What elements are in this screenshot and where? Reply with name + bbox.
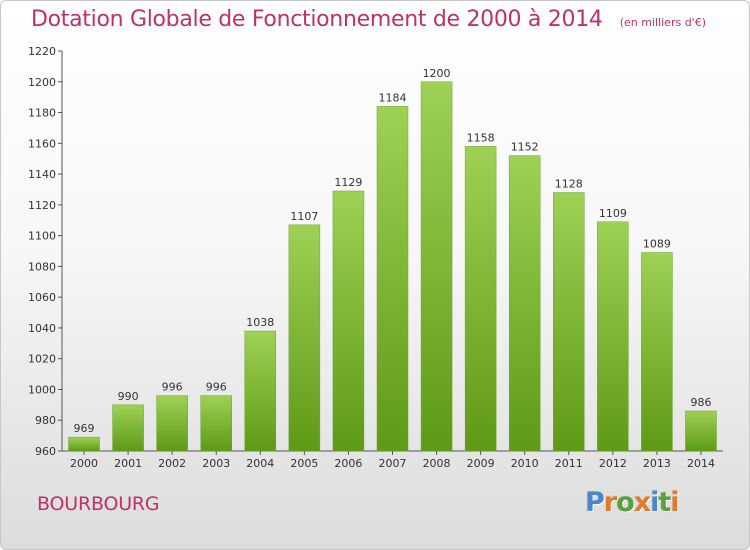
y-tick-label: 960 (35, 445, 56, 458)
y-tick-label: 1220 (28, 45, 56, 58)
y-tick-label: 1040 (28, 322, 56, 335)
x-tick-label: 2004 (246, 457, 274, 470)
x-tick-label: 2007 (379, 457, 407, 470)
logo-letter: o (616, 487, 635, 518)
x-tick-label: 2010 (511, 457, 539, 470)
logo-letter: t (658, 487, 671, 518)
chart-labels: 969 2000 990 2001 996 2002 996 2003 1038 2004 1107… (70, 67, 715, 470)
value-label: 969 (74, 422, 95, 435)
bar-2013 (641, 252, 673, 452)
x-tick-label: 2012 (599, 457, 627, 470)
y-tick-label: 1180 (28, 107, 56, 120)
logo-letter: i (650, 487, 659, 518)
logo-letter: i (670, 487, 679, 518)
value-label: 990 (118, 390, 139, 403)
value-label: 986 (690, 396, 711, 409)
chart-subtitle: (en milliers d'€) (619, 16, 706, 29)
chart-bars (68, 81, 717, 452)
bar-2007 (376, 106, 409, 452)
bar-2011 (553, 192, 585, 452)
bar-2012 (597, 221, 629, 452)
value-label: 1152 (511, 141, 539, 154)
x-tick-label: 2009 (467, 457, 495, 470)
value-label: 1089 (643, 238, 671, 251)
bar-2005 (288, 224, 321, 452)
value-label: 1109 (599, 207, 627, 220)
y-tick-label: 1140 (28, 168, 56, 181)
value-label: 1107 (290, 210, 318, 223)
y-tick-label: 1100 (28, 230, 56, 243)
bar-2010 (508, 155, 541, 452)
value-label: 1200 (423, 67, 451, 80)
y-tick-label: 1000 (28, 383, 56, 396)
bar-2001 (112, 404, 144, 452)
x-tick-label: 2005 (290, 457, 318, 470)
bar-2014 (685, 410, 717, 452)
value-label: 1038 (246, 316, 274, 329)
value-label: 996 (162, 381, 183, 394)
x-tick-label: 2001 (114, 457, 142, 470)
proxiti-logo[interactable]: Proxiti (585, 487, 680, 518)
x-tick-label: 2011 (555, 457, 583, 470)
chart-title: Dotation Globale de Fonctionnement de 20… (31, 7, 603, 32)
x-tick-label: 2013 (643, 457, 671, 470)
value-label: 996 (206, 381, 227, 394)
chart-header: Dotation Globale de Fonctionnement de 20… (31, 7, 706, 32)
chart-axes: 960 980 1000 1020 1040 1060 1080 1100 1120 1140 11… (28, 45, 723, 458)
x-tick-label: 2014 (687, 457, 715, 470)
logo-letter: r (603, 487, 617, 518)
value-label: 1184 (379, 91, 407, 104)
bar-2003 (200, 395, 232, 452)
x-tick-label: 2006 (334, 457, 362, 470)
y-tick-label: 1160 (28, 137, 56, 150)
bar-2004 (244, 330, 277, 452)
y-tick-label: 980 (35, 414, 56, 427)
value-label: 1129 (334, 176, 362, 189)
x-tick-label: 2003 (202, 457, 230, 470)
y-tick-label: 1060 (28, 291, 56, 304)
value-label: 1158 (467, 131, 495, 144)
y-tick-label: 1020 (28, 353, 56, 366)
bar-2009 (464, 146, 497, 452)
bar-2008 (420, 81, 453, 452)
bar-2000 (68, 436, 100, 452)
bar-2006 (332, 190, 365, 452)
bar-2002 (156, 395, 188, 452)
commune-name: BOURBOURG (37, 493, 160, 515)
logo-letter: x (633, 487, 651, 518)
x-tick-label: 2008 (423, 457, 451, 470)
value-label: 1128 (555, 178, 583, 191)
x-tick-label: 2000 (70, 457, 98, 470)
y-tick-label: 1120 (28, 199, 56, 212)
x-tick-label: 2002 (158, 457, 186, 470)
y-tick-label: 1200 (28, 76, 56, 89)
y-tick-label: 1080 (28, 260, 56, 273)
logo-letter: P (585, 487, 605, 518)
